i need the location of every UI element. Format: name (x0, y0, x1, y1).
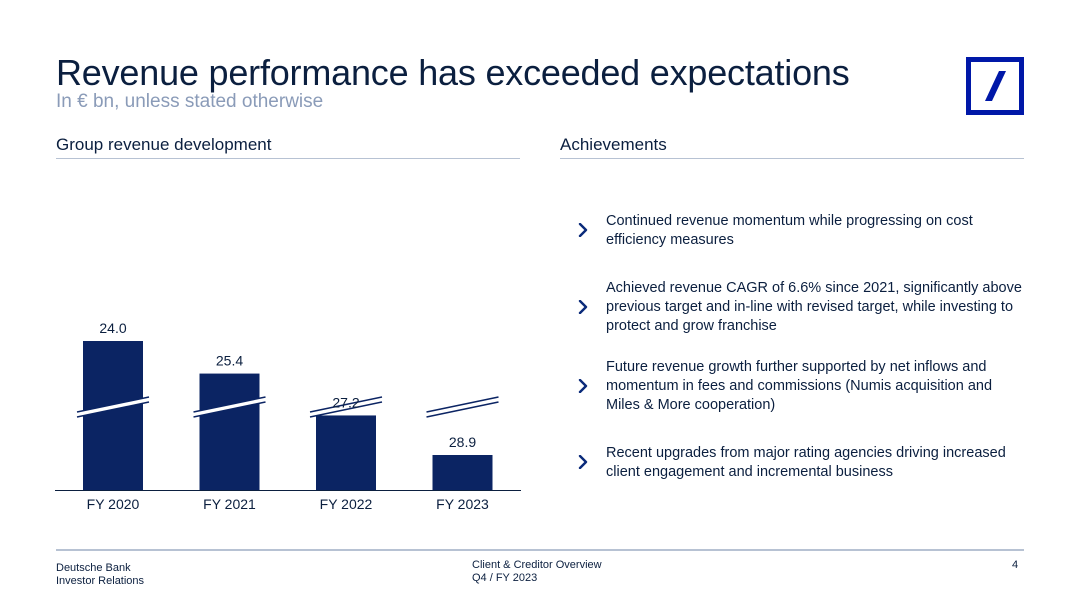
chart-section-divider (56, 158, 520, 159)
chart-section-heading: Group revenue development (56, 135, 271, 155)
category-label: FY 2022 (320, 496, 373, 512)
footer-doc-title: Client & Creditor Overview (472, 559, 602, 572)
footer-org-dept: Investor Relations (56, 575, 144, 588)
deutsche-bank-logo (966, 57, 1024, 115)
data-label: 28.9 (449, 434, 476, 450)
bar-fy-2021 (200, 374, 260, 490)
logo-slash (985, 71, 1006, 101)
chevron-right-icon (578, 379, 588, 393)
chevron-right-icon (578, 223, 588, 237)
category-label: FY 2020 (87, 496, 140, 512)
category-label: FY 2023 (436, 496, 489, 512)
page-subtitle: In € bn, unless stated otherwise (56, 91, 323, 113)
achievements-divider (560, 158, 1024, 159)
achievement-text: Continued revenue momentum while progres… (606, 212, 1026, 250)
footer-document: Client & Creditor Overview Q4 / FY 2023 (472, 559, 602, 585)
footer-doc-period: Q4 / FY 2023 (472, 572, 602, 585)
page-number: 4 (1012, 559, 1018, 572)
achievements-heading: Achievements (560, 135, 667, 155)
footer-divider (56, 549, 1024, 551)
category-label: FY 2021 (203, 496, 256, 512)
revenue-bar-chart: 24.0 FY 2020 25.4 FY 2021 27.2 FY 2022 28.9 FY … (55, 170, 521, 515)
achievement-text: Future revenue growth further supported … (606, 358, 1026, 415)
chevron-right-icon (578, 455, 588, 469)
chevron-right-icon (578, 300, 588, 314)
achievement-text: Achieved revenue CAGR of 6.6% since 2021… (606, 279, 1026, 336)
bar-fy-2022 (316, 415, 376, 490)
data-label: 27.2 (332, 394, 359, 410)
achievement-text: Recent upgrades from major rating agenci… (606, 444, 1026, 482)
page-title: Revenue performance has exceeded expecta… (56, 52, 850, 94)
footer-org-name: Deutsche Bank (56, 562, 144, 575)
data-label: 24.0 (99, 320, 126, 336)
bar-fy-2020 (83, 341, 143, 490)
data-label: 25.4 (216, 353, 243, 369)
bar-fy-2023 (433, 455, 493, 490)
footer-org: Deutsche Bank Investor Relations (56, 562, 144, 588)
